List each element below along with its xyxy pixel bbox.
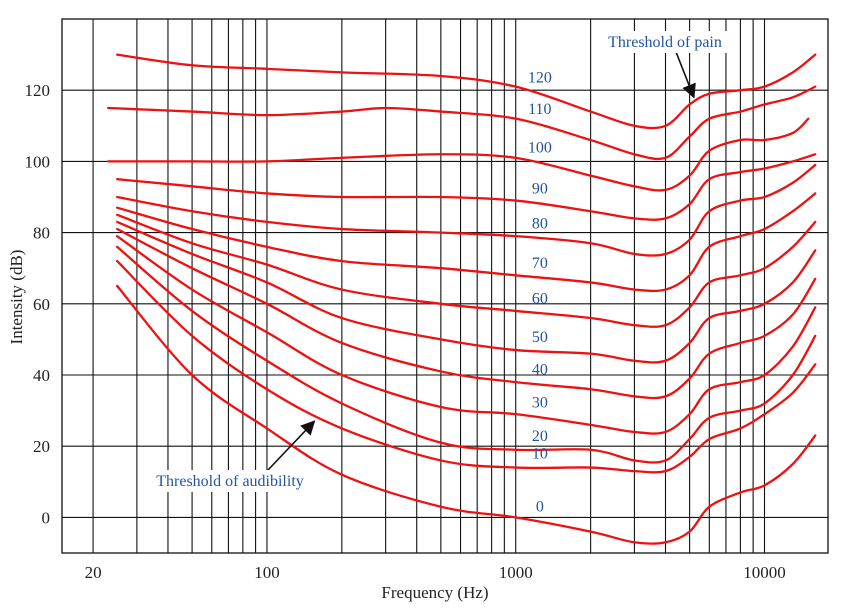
loudness-curve-70 [116,192,817,293]
curve-label: 100 [528,139,552,156]
y-tick-label: 100 [25,152,51,171]
curve-label: 20 [532,428,548,445]
loudness-curve-0 [116,284,817,545]
curve-label: 30 [532,394,548,411]
annotations: Threshold of pain Threshold of audibility [138,31,734,492]
loudness-curve-100 [107,117,810,192]
x-tick-label: 10000 [743,563,786,582]
grid-layer [61,18,829,554]
y-tick-label: 40 [33,366,50,385]
x-tick-label: 100 [254,563,280,582]
curve-label: 60 [532,290,548,307]
curve-label: 40 [532,362,548,379]
curve-label: 90 [532,181,548,198]
y-axis-title: Intensity (dB) [7,250,26,345]
loudness-curve-30 [116,235,817,435]
annotation-label: Threshold of pain [608,34,722,51]
loudness-curve-50 [116,220,817,364]
curve-label: 10 [532,446,548,463]
curve-label: 80 [532,216,548,233]
loudness-curve-80 [116,163,817,257]
loudness-curve-20 [116,245,817,464]
y-tick-label: 120 [25,81,51,100]
loudness-curve-60 [116,213,817,328]
curve-layer [107,53,817,545]
annotation-label: Threshold of audibility [156,473,304,490]
curve-label: 120 [528,70,552,87]
annotation-arrow [675,51,696,99]
curve-label: 70 [532,255,548,272]
curve-label: 110 [528,101,551,118]
annotation-arrow [267,420,316,471]
plot-frame [61,18,829,554]
loudness-curve-90 [116,153,817,221]
loudness-curve-40 [116,227,817,400]
loudness-curve-110 [107,85,817,161]
curve-label: 50 [532,329,548,346]
loudness-curve-10 [116,259,817,474]
annotation-background [596,31,734,53]
y-tick-label: 20 [33,437,50,456]
x-axis-title: Frequency (Hz) [381,583,488,602]
y-tick-label: 80 [33,224,50,243]
curve-label: 0 [536,498,544,515]
y-tick-label: 0 [42,508,51,527]
annotation-background [138,470,322,492]
loudness-curve-120 [116,53,817,130]
x-tick-label: 20 [85,563,102,582]
x-tick-label: 1000 [499,563,533,582]
y-tick-label: 60 [33,295,50,314]
